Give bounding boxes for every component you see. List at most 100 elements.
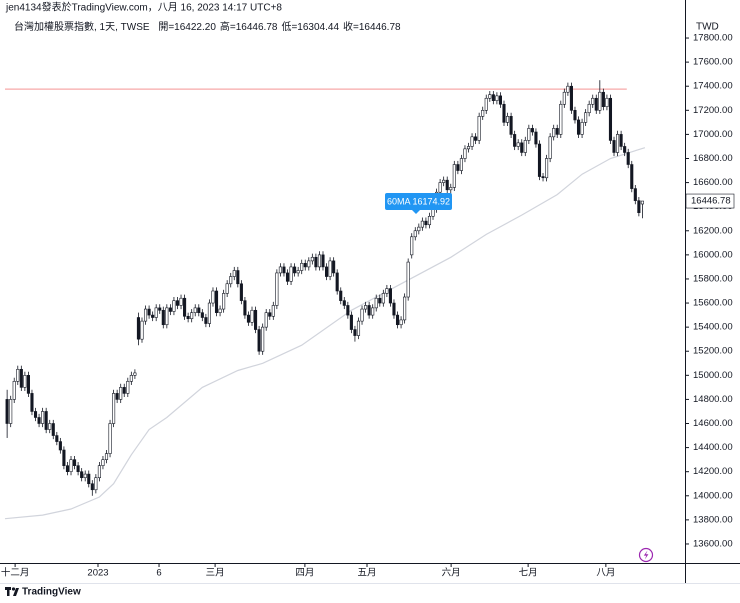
- candle-body: [179, 297, 183, 306]
- y-tick-label: 14400.00: [693, 442, 733, 453]
- candle-body: [502, 103, 506, 123]
- candle-body: [470, 136, 474, 147]
- candle-body: [584, 112, 588, 123]
- candle-body: [527, 128, 531, 141]
- candle-body: [293, 266, 297, 274]
- candle-body: [601, 91, 605, 107]
- candle-body: [562, 91, 566, 105]
- candle-body: [403, 296, 407, 321]
- x-tick-label: 八月: [596, 568, 615, 579]
- candle-body: [115, 393, 119, 400]
- candle-body: [623, 146, 627, 153]
- y-tick-label: 17800.00: [693, 33, 733, 44]
- candle-body: [90, 483, 94, 491]
- candle-body: [9, 399, 13, 424]
- candle-body: [300, 262, 304, 271]
- candle-body: [335, 272, 339, 292]
- candle-body: [580, 122, 584, 135]
- candle-body: [69, 459, 73, 472]
- candle-body: [254, 309, 258, 330]
- candle-body: [119, 387, 123, 400]
- y-tick-label: 14200.00: [693, 466, 733, 477]
- candle-body: [168, 307, 172, 312]
- candle-body: [637, 200, 641, 214]
- candle-body: [378, 297, 382, 304]
- candle-body: [576, 119, 581, 135]
- candle-body: [225, 283, 229, 294]
- candle-body: [395, 314, 400, 326]
- candle-body: [108, 423, 112, 454]
- alert-bolt: [643, 550, 649, 560]
- annotation: 60MA 16174.92: [387, 196, 450, 206]
- candle-body: [541, 176, 545, 179]
- candle-body: [55, 435, 59, 442]
- candle-body: [417, 226, 421, 232]
- annotation-pointer: [412, 210, 420, 214]
- candle-body: [183, 297, 187, 317]
- candle-body: [598, 91, 602, 111]
- y-tick-label: 13600.00: [693, 538, 733, 549]
- candle-body: [324, 266, 329, 277]
- candle-body: [371, 307, 375, 316]
- y-tick-label: 17600.00: [693, 57, 733, 68]
- candle-body: [456, 164, 460, 171]
- candle-body: [158, 307, 162, 311]
- y-tick-label: 16000.00: [693, 249, 733, 260]
- candle-body: [491, 94, 495, 101]
- candle-body: [250, 309, 254, 323]
- y-tick-label: 17200.00: [693, 105, 733, 116]
- candle-body: [26, 375, 30, 394]
- candle-body: [229, 276, 233, 285]
- candle-body: [545, 158, 549, 179]
- symbol-header: 台灣加權股票指數, 1天, TWSE 開=16422.20 高=16446.78 低…: [14, 20, 401, 33]
- candle-body: [488, 94, 492, 99]
- candle-body: [332, 260, 336, 274]
- candle-body: [204, 317, 208, 324]
- candle-body: [268, 312, 272, 317]
- candle-body: [257, 329, 261, 352]
- annotation-box: [385, 193, 452, 210]
- candle-body: [44, 411, 48, 430]
- candle-body: [449, 187, 453, 191]
- symbol: 台灣加權股票指數, 1天, TWSE: [14, 20, 150, 33]
- candle-body: [534, 131, 538, 145]
- candle-body: [104, 453, 109, 460]
- candle-body: [33, 411, 38, 418]
- candle-body: [530, 128, 534, 133]
- candle-body: [392, 302, 396, 316]
- candle-body: [484, 97, 488, 111]
- candle-body: [509, 116, 513, 135]
- candle-body: [76, 465, 80, 472]
- candle-body: [573, 110, 577, 121]
- x-tick-label: 六月: [442, 567, 461, 579]
- candle-body: [214, 290, 219, 313]
- candle-body: [296, 270, 300, 274]
- candle-body: [505, 116, 510, 123]
- candle-body: [30, 393, 34, 412]
- candle-body: [140, 320, 144, 340]
- currency-box: [686, 18, 734, 36]
- candle-body: [566, 85, 570, 93]
- byline: jen4134發表於TradingView.com，八月 16, 2023 14…: [5, 1, 282, 14]
- candle-body: [51, 423, 55, 436]
- candle-body: [346, 305, 350, 316]
- candle-body: [161, 309, 165, 326]
- candle-body: [381, 293, 385, 304]
- candle-body: [427, 216, 432, 226]
- candle-body: [16, 368, 20, 382]
- candle-body: [12, 381, 16, 400]
- candle-body: [548, 136, 552, 159]
- x-tick-label: 十二月: [1, 567, 30, 579]
- candle-body: [303, 262, 307, 268]
- candle-body: [463, 148, 467, 159]
- candle-body: [367, 305, 371, 316]
- candle-body: [314, 256, 318, 268]
- candle-body: [136, 317, 140, 340]
- candle-body: [101, 459, 105, 466]
- candle-body: [310, 256, 314, 262]
- candle-body: [190, 312, 194, 320]
- candle-body: [19, 368, 23, 388]
- candle-body: [41, 411, 45, 424]
- candle-body: [143, 308, 148, 322]
